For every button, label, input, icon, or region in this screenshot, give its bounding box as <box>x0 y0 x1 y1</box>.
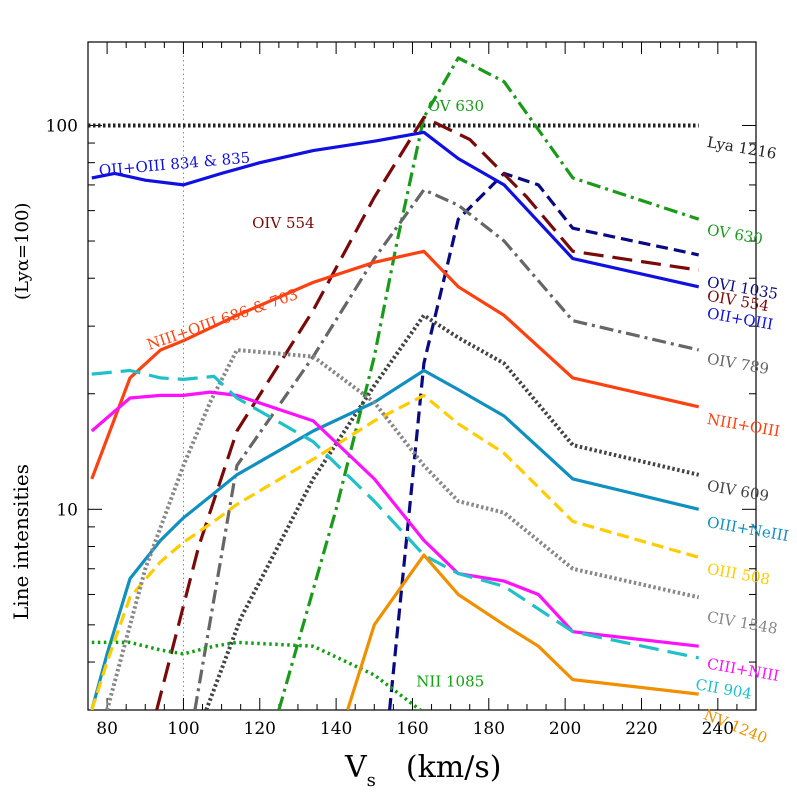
series-label-niii-oiii: NIII+OIII 686 & 703 <box>145 285 301 354</box>
series-line-civ-1548 <box>105 348 700 710</box>
series-line-oiii-508 <box>90 393 700 710</box>
series-label-nii-1085: NII 1085 <box>416 673 484 691</box>
series-label-oiii-508: OIII 508 <box>706 560 772 589</box>
series-line-oiv-609 <box>204 313 700 710</box>
x-tick-label: 140 <box>320 719 352 739</box>
series-line-oii-oiii <box>91 130 700 289</box>
series-line-ciii-niii <box>90 390 699 648</box>
series-label-cii-904: CII 904 <box>694 675 753 703</box>
y-axis-title: Line intensities <box>9 464 33 620</box>
x-tick-label: 120 <box>244 719 276 739</box>
series-line-oiii-neiii <box>90 368 700 710</box>
y-tick-label: 10 <box>56 500 78 520</box>
x-tick-label: 200 <box>549 719 581 739</box>
series-line-ov-630 <box>277 56 700 710</box>
x-axis-title: Vs (km/s) <box>344 750 501 791</box>
x-tick-label: 240 <box>702 719 734 739</box>
series-label-oiv-609: OIV 609 <box>706 477 771 506</box>
series-label-civ-1548: CIV 1548 <box>706 608 779 638</box>
series-label-ov-630: OV 630 <box>428 97 484 115</box>
x-tick-label: 160 <box>396 719 428 739</box>
series-line-oiv-554 <box>155 115 699 710</box>
series-line-oiv-789 <box>193 188 700 710</box>
series-line-cii-904 <box>91 368 700 660</box>
x-tick-label: 100 <box>167 719 199 739</box>
series-label-oii-oiii: OII+OIII 834 & 835 <box>98 149 251 180</box>
series-line-nii-1085 <box>91 640 424 710</box>
x-tick-label: 80 <box>96 719 118 739</box>
x-tick-label: 220 <box>625 719 657 739</box>
series-line-ovi-1035 <box>388 171 700 710</box>
plot-frame <box>87 41 757 711</box>
series-label-niii-oiii: NIII+OIII <box>706 410 782 441</box>
y-tick-label: 100 <box>46 116 78 136</box>
series-label-oiii-neiii: OIII+NeIII <box>706 513 790 545</box>
series-line-nv-1240 <box>346 553 699 710</box>
series-line-niii-oiii <box>90 249 700 480</box>
y-axis-normalization: (Lyα=100) <box>12 203 33 300</box>
series-label-oiv-789: OIV 789 <box>706 350 771 379</box>
series-label-lya-1216: Lya 1216 <box>706 133 778 163</box>
series-label-oiv-554: OIV 554 <box>252 214 314 232</box>
x-tick-label: 180 <box>473 719 505 739</box>
